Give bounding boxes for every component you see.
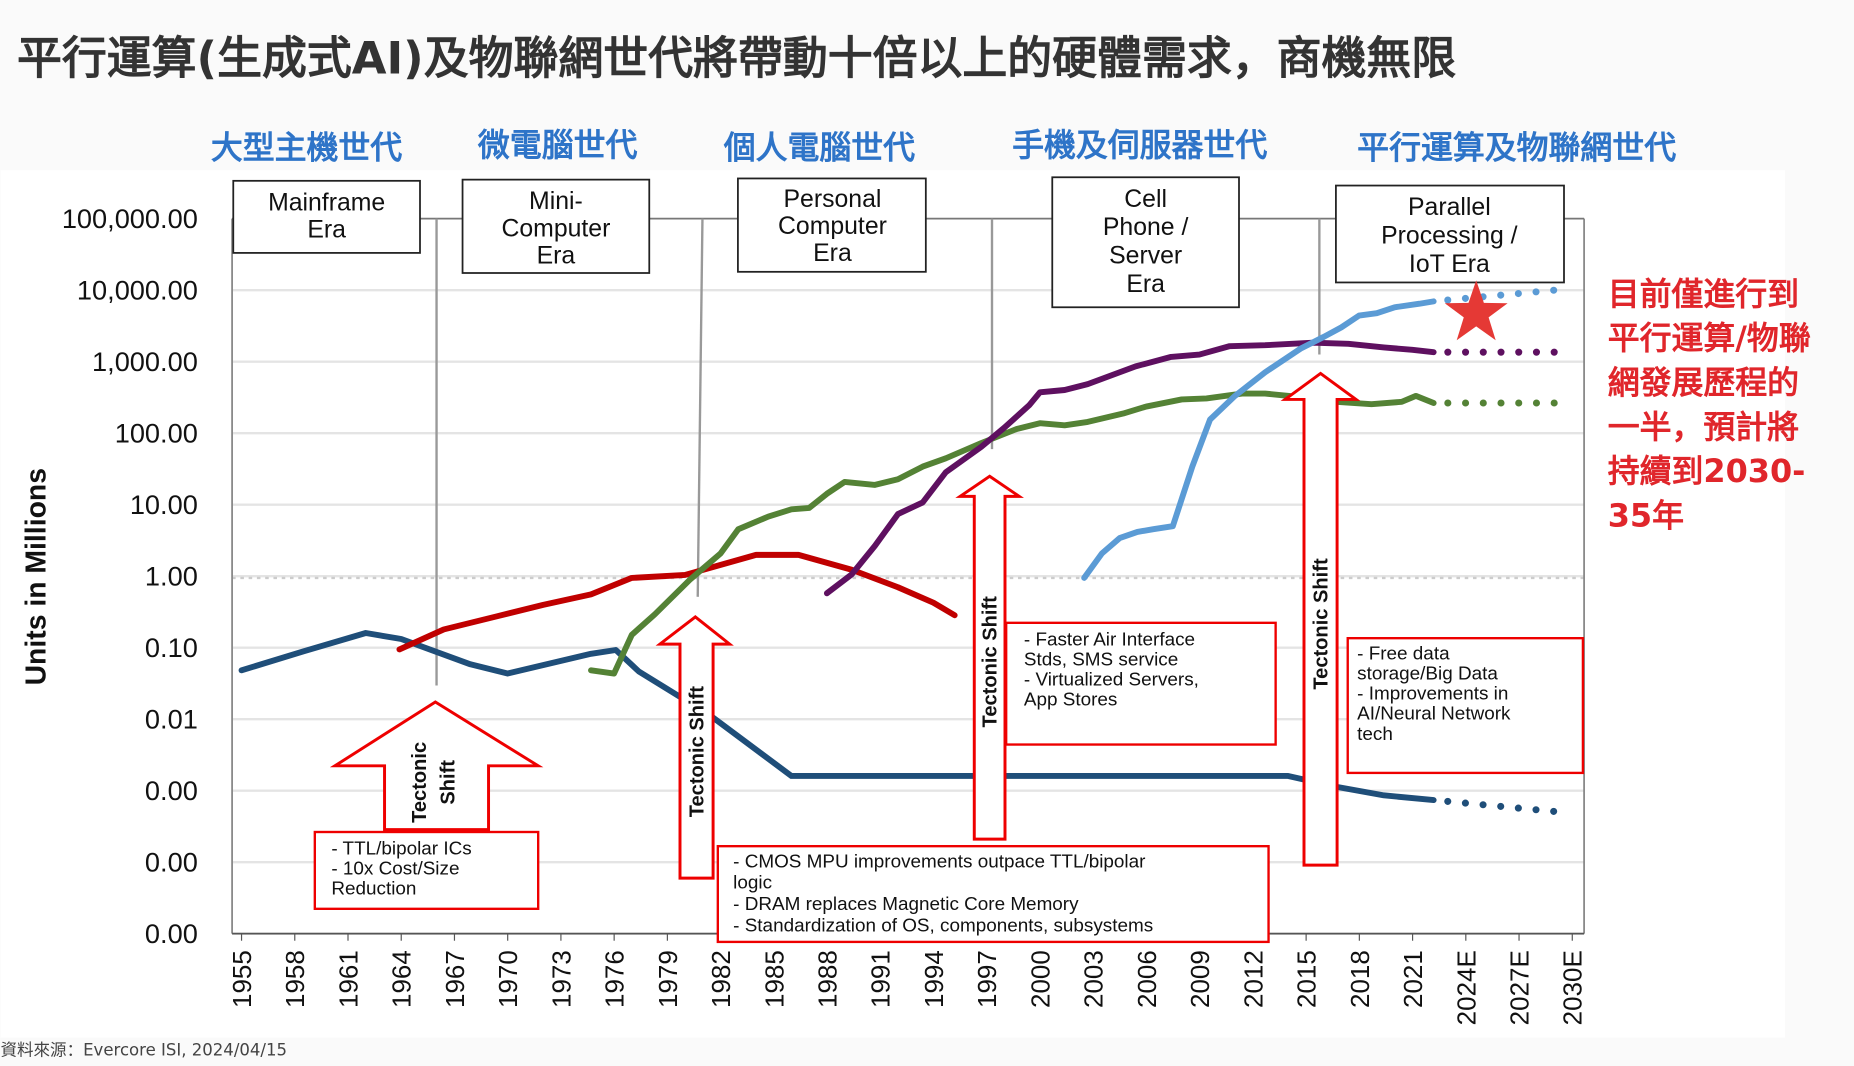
y-tick-label: 100.00 [115, 418, 198, 449]
axes: 100,000.00 10,000.00 1,000.00 100.00 10.00 1.… [62, 203, 1588, 1025]
era-heading-mainframe: 大型主機世代 [211, 128, 402, 166]
star-icon [1444, 280, 1508, 341]
svg-text:- TTL/bipolar ICs- 10x Cost/Si: - TTL/bipolar ICs - 10x Cost/Size Reductio… [331, 838, 471, 899]
era-heading-parallel: 平行運算及物聯網世代 [1357, 128, 1676, 166]
x-tick-label: 2015 [1292, 950, 1322, 1008]
x-tick-label: 1991 [866, 950, 896, 1008]
series-line-3 [823, 339, 1437, 597]
y-tick-label: 0.10 [145, 632, 198, 663]
tectonic-shift-arrow-1: Tectonic Shift [329, 700, 544, 832]
x-tick-label: 1976 [600, 950, 630, 1008]
era-heading-minicomputer: 微電腦世代 [477, 126, 638, 164]
note-box-2: - CMOS MPU improvements outpace TTL/bipo… [716, 845, 1270, 944]
x-tick-label: 2027E [1504, 950, 1534, 1025]
x-tick-label: 1988 [813, 950, 843, 1008]
x-tick-label: 2000 [1025, 950, 1055, 1008]
source-note: 資料來源：Evercore ISI, 2024/04/15 [0, 1040, 287, 1059]
x-tick-label: 2030E [1558, 950, 1588, 1025]
era-heading-pc: 個人電腦世代 [723, 128, 915, 166]
y-tick-label: 0.00 [145, 775, 198, 806]
y-axis-label: Units in Millions [20, 468, 52, 685]
x-tick-label: 1958 [280, 950, 310, 1008]
svg-text:- CMOS MPU improvements outpac: - CMOS MPU improvements outpace TTL/bipo… [733, 851, 1153, 936]
x-tick-label: 1955 [227, 950, 257, 1008]
x-tick-label: 1970 [493, 950, 523, 1008]
y-tick-label: 100,000.00 [62, 203, 198, 234]
x-tick-label: 1973 [546, 950, 576, 1008]
tectonic-shift-arrow-3: Tectonic Shift [955, 474, 1024, 841]
x-tick-label: 2024E [1451, 950, 1481, 1025]
svg-text:Tectonic Shift: Tectonic Shift [1311, 558, 1333, 690]
x-tick-label: 2018 [1345, 950, 1375, 1008]
y-tick-label: 10,000.00 [77, 275, 198, 306]
y-tick-label: 0.01 [145, 704, 198, 735]
x-tick-label: 1994 [919, 950, 949, 1008]
era-box-pc: Personal Computer Era [737, 177, 927, 273]
callout-text: 目前僅進行到 平行運算/物聯 網發展歷程的 一半，預計將 持續到2030- 35… [1608, 275, 1822, 535]
era-dividers [435, 218, 1321, 686]
series-projection-0 [1430, 796, 1565, 816]
x-tick-label: 1961 [333, 950, 363, 1008]
y-tick-label: 10.00 [130, 489, 198, 520]
era-box-mainframe: Mainframe Era [232, 179, 421, 254]
era-box-cellphone: Cell Phone / Server Era [1051, 176, 1240, 309]
x-tick-label: 2006 [1132, 950, 1162, 1008]
series-line-1 [396, 551, 958, 653]
era-headings: 大型主機世代 微電腦世代 個人電腦世代 手機及伺服器世代 平行運算及物聯網世代 [211, 126, 1676, 166]
series-projection-4 [1430, 286, 1565, 305]
x-tick-label: 2009 [1185, 950, 1215, 1008]
x-tick-label: 1979 [653, 950, 683, 1008]
era-heading-cellphone: 手機及伺服器世代 [1012, 126, 1267, 164]
x-tick-label: 1982 [706, 950, 736, 1008]
star-marker [1444, 280, 1508, 341]
note-box-4: - Free data storage/Big Data - Improvement… [1346, 637, 1585, 775]
y-tick-label: 0.00 [145, 918, 198, 949]
note-box-1: - TTL/bipolar ICs - 10x Cost/Size Reductio… [313, 830, 540, 911]
x-tick-label: 2003 [1079, 950, 1109, 1008]
y-tick-label: 1.00 [145, 561, 198, 592]
x-tick-label: 1985 [759, 950, 789, 1008]
x-tick-label: 2012 [1238, 950, 1268, 1008]
y-tick-label: 0.00 [145, 847, 198, 878]
y-tick-label: 1,000.00 [92, 346, 198, 377]
svg-text:Tectonic Shift: Tectonic Shift [980, 596, 1002, 728]
x-tick-label: 2021 [1398, 950, 1428, 1008]
page-title: 平行運算(生成式AI)及物聯網世代將帶動十倍以上的硬體需求，商機無限 [17, 31, 1456, 84]
svg-text:Tectonic Shift: Tectonic Shift [687, 686, 709, 818]
era-divider [696, 218, 704, 597]
tectonic-shift-arrow-2: Tectonic Shift [655, 615, 734, 880]
era-box-minicomputer: Mini-Computer Era [461, 178, 651, 274]
series-line-4 [1081, 298, 1437, 581]
x-tick-label: 1997 [972, 950, 1002, 1008]
x-tick-label: 1964 [387, 950, 417, 1008]
x-tick-label: 1967 [440, 950, 470, 1008]
tectonic-shift-arrow-4: Tectonic Shift [1280, 371, 1361, 867]
era-box-parallel: Parallel Processing / IoT Era [1335, 184, 1565, 284]
note-box-3: - Faster Air Interface Stds, SMS service -… [1005, 621, 1277, 746]
